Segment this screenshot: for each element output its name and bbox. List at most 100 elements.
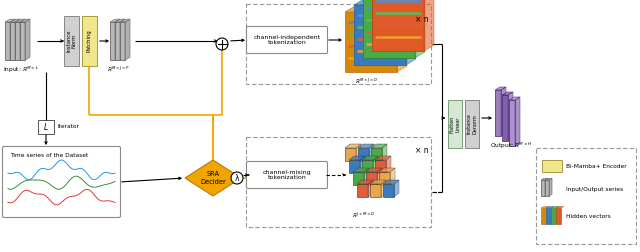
Text: L: L [44,122,48,132]
Polygon shape [357,184,368,197]
Polygon shape [502,95,508,141]
Polygon shape [362,156,378,160]
Polygon shape [345,12,397,72]
Polygon shape [541,178,548,180]
Text: $\mathbb{R}^{M\times J\times D}$: $\mathbb{R}^{M\times J\times D}$ [355,77,378,86]
Polygon shape [379,172,390,185]
Polygon shape [502,92,513,95]
Polygon shape [120,19,130,22]
Polygon shape [360,156,365,173]
Polygon shape [15,19,25,22]
Text: Output: $\mathbb{R}^{M\times H}$: Output: $\mathbb{R}^{M\times H}$ [490,141,532,151]
Polygon shape [185,160,241,196]
Polygon shape [541,208,546,224]
Polygon shape [120,19,125,60]
Polygon shape [556,206,564,208]
Polygon shape [20,22,25,60]
Text: iterator: iterator [58,124,80,130]
Polygon shape [541,180,545,196]
Polygon shape [386,156,391,173]
Polygon shape [394,180,399,197]
Polygon shape [15,19,20,60]
Text: × n: × n [415,146,429,155]
Polygon shape [382,144,387,161]
Text: Input/Output series: Input/Output series [566,186,623,192]
Text: SRA
Decider: SRA Decider [200,172,226,184]
Polygon shape [345,144,361,148]
FancyBboxPatch shape [82,16,97,66]
Polygon shape [397,6,407,72]
Text: channel-mixing
tokenization: channel-mixing tokenization [262,170,311,180]
Polygon shape [357,180,373,184]
Polygon shape [366,168,382,172]
Polygon shape [20,19,25,60]
Polygon shape [358,144,374,148]
Polygon shape [379,168,395,172]
Polygon shape [363,0,415,58]
Polygon shape [373,156,378,173]
Polygon shape [509,97,520,100]
FancyBboxPatch shape [3,146,120,217]
Polygon shape [356,144,361,161]
Polygon shape [545,180,549,196]
Polygon shape [353,172,364,185]
Text: Hidden vectors: Hidden vectors [566,213,611,218]
Polygon shape [546,206,554,208]
Polygon shape [372,0,424,51]
Polygon shape [20,19,30,22]
Polygon shape [354,5,406,65]
Polygon shape [349,160,360,173]
Polygon shape [364,168,369,185]
Polygon shape [366,172,377,185]
Polygon shape [375,160,386,173]
Text: Flatten
Linear: Flatten Linear [450,115,460,133]
Polygon shape [354,0,416,5]
Polygon shape [509,100,515,146]
FancyBboxPatch shape [38,120,54,134]
Polygon shape [110,19,120,22]
Polygon shape [125,19,130,60]
Polygon shape [25,19,30,60]
FancyBboxPatch shape [542,160,562,172]
Polygon shape [381,180,386,197]
Polygon shape [370,184,381,197]
Polygon shape [115,19,120,60]
Polygon shape [115,19,125,22]
Polygon shape [370,180,386,184]
Polygon shape [406,0,416,65]
Circle shape [231,172,243,184]
Text: λ: λ [235,174,239,183]
Polygon shape [5,19,15,22]
Polygon shape [368,180,373,197]
FancyBboxPatch shape [448,100,462,148]
Polygon shape [549,178,552,196]
Polygon shape [371,144,387,148]
Polygon shape [110,22,115,60]
Text: Instance
Denorm: Instance Denorm [467,114,477,134]
FancyBboxPatch shape [64,16,79,66]
Polygon shape [358,148,369,161]
FancyBboxPatch shape [246,162,328,188]
Text: $\mathbb{R}^{J\times M\times D}$: $\mathbb{R}^{J\times M\times D}$ [352,211,375,220]
Text: Input: $\mathbb{R}^{M\times L}$: Input: $\mathbb{R}^{M\times L}$ [3,65,39,75]
Text: Bi-Mamba+ Encoder: Bi-Mamba+ Encoder [566,164,627,169]
Polygon shape [545,178,548,196]
Polygon shape [541,206,549,208]
Polygon shape [508,92,513,141]
Polygon shape [115,22,120,60]
Polygon shape [415,0,425,58]
Polygon shape [495,87,506,90]
Polygon shape [10,19,20,22]
Polygon shape [10,22,15,60]
Polygon shape [383,184,394,197]
Polygon shape [515,97,520,146]
Polygon shape [383,180,399,184]
Polygon shape [551,206,559,208]
Text: channel-independent
tokenization: channel-independent tokenization [253,35,321,45]
Polygon shape [501,87,506,136]
Polygon shape [390,168,395,185]
Text: $\mathbb{R}^{M\times J\times P}$: $\mathbb{R}^{M\times J\times P}$ [107,65,129,74]
Text: Instance
Norm: Instance Norm [66,30,77,52]
Polygon shape [369,144,374,161]
Circle shape [216,38,228,50]
